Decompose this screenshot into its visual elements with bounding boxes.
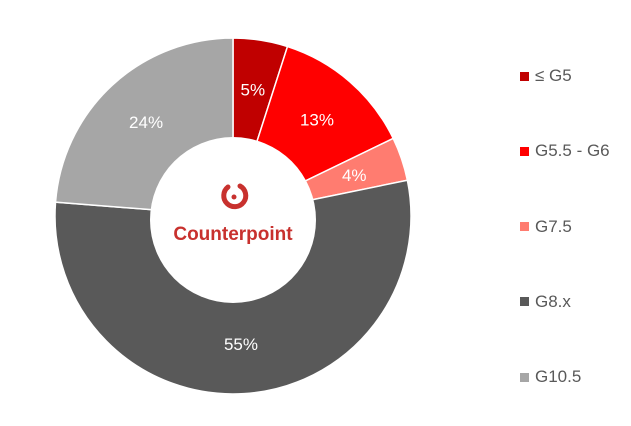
logo-text: Counterpoint xyxy=(173,224,293,245)
legend-item: G10.5 xyxy=(520,367,581,387)
donut-hole xyxy=(150,137,316,303)
legend-label: G8.x xyxy=(535,291,571,311)
legend-swatch xyxy=(520,222,529,232)
legend-item: G8.x xyxy=(520,292,571,312)
legend-swatch xyxy=(520,146,529,156)
legend-swatch xyxy=(520,71,529,81)
data-label: 13% xyxy=(300,110,334,129)
data-label: 4% xyxy=(342,166,367,185)
counterpoint-logo-icon xyxy=(221,183,249,210)
legend-item: G5.5 - G6 xyxy=(520,141,610,161)
data-label: 5% xyxy=(241,81,266,100)
legend-swatch xyxy=(520,372,529,382)
legend-label: ≤ G5 xyxy=(535,66,572,85)
legend-item: G7.5 xyxy=(520,217,572,237)
legend-item: ≤ G5 xyxy=(520,66,572,86)
legend-swatch xyxy=(520,297,529,307)
legend-label: G7.5 xyxy=(535,216,572,236)
legend-label: G5.5 - G6 xyxy=(535,141,610,161)
legend-label: G10.5 xyxy=(535,367,582,387)
data-label: 24% xyxy=(129,113,163,132)
data-label: 55% xyxy=(224,335,258,354)
